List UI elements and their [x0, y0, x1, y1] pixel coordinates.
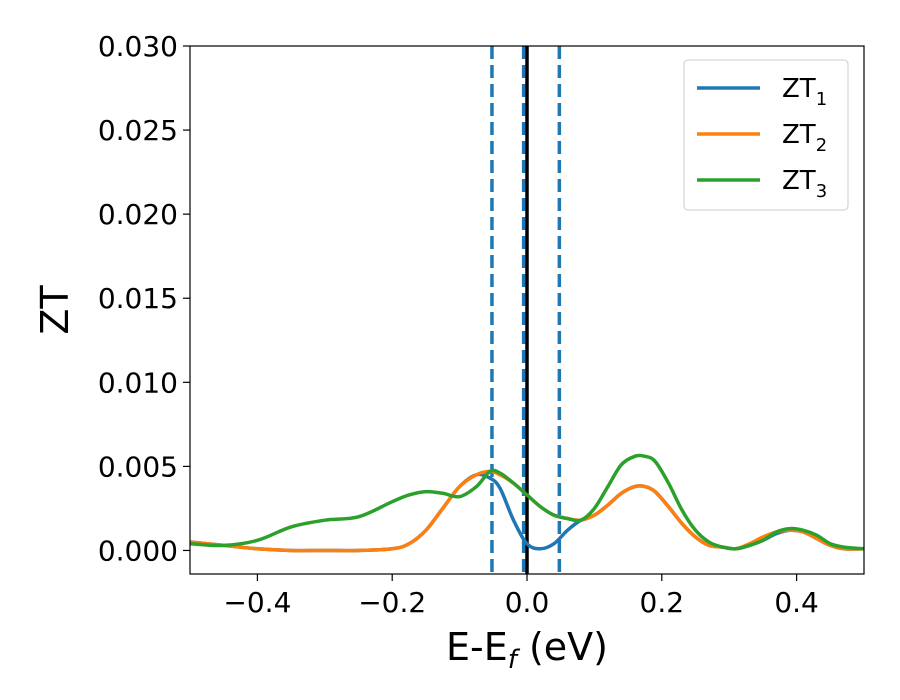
- x-tick-label: −0.4: [223, 586, 291, 619]
- y-axis-ticks: 0.000 0.005 0.010 0.015 0.020 0.025 0.030: [98, 30, 190, 567]
- legend-label-subscript: 3: [816, 181, 827, 202]
- legend-label-zt2: ZT2: [782, 120, 827, 156]
- x-tick-label: 0.4: [774, 586, 819, 619]
- x-axis-label: E-Ef (eV): [446, 625, 608, 675]
- y-tick-label: 0.005: [98, 450, 178, 483]
- legend-label-main: ZT: [782, 166, 816, 196]
- y-tick-label: 0.020: [98, 198, 178, 231]
- y-tick-label: 0.015: [98, 282, 178, 315]
- y-axis-label: ZT: [33, 285, 77, 335]
- legend-label-main: ZT: [782, 74, 816, 104]
- y-tick-label: 0.025: [98, 114, 178, 147]
- y-tick-label: 0.000: [98, 534, 178, 567]
- x-tick-label: 0.0: [505, 586, 550, 619]
- series-layer: [190, 453, 864, 553]
- legend-label-subscript: 1: [816, 89, 827, 110]
- x-axis-ticks: −0.4 −0.2 0.0 0.2 0.4: [223, 574, 819, 619]
- y-tick-label: 0.030: [98, 30, 178, 63]
- y-tick-label: 0.010: [98, 366, 178, 399]
- legend-box: [683, 59, 849, 211]
- series-line-zt2: [190, 469, 864, 553]
- legend-label-main: ZT: [782, 120, 816, 150]
- x-axis-label-unit: (eV): [517, 625, 608, 669]
- legend-label-zt1: ZT1: [782, 74, 827, 110]
- legend-label-subscript: 2: [816, 135, 827, 156]
- x-axis-label-main: E-E: [446, 625, 508, 669]
- x-tick-label: −0.2: [358, 586, 426, 619]
- vertical-markers: [490, 46, 562, 574]
- series-line-zt3: [190, 453, 864, 551]
- x-tick-label: 0.2: [640, 586, 685, 619]
- legend-label-zt3: ZT3: [782, 166, 827, 202]
